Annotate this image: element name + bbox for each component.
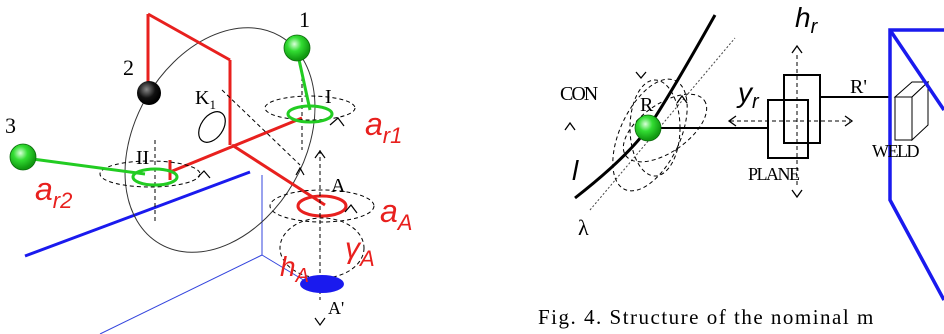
dashed-rot-R-3 [612,78,688,192]
label-y-r: yr [736,77,760,113]
green-ring-I [286,104,334,124]
label-joint-A: A [331,175,346,197]
figure-caption: Fig. 4. Structure of the nominal m [538,305,875,329]
red-ring-A [296,194,348,218]
green-ring-II [131,167,179,187]
arrow-con-1 [564,121,576,131]
arrow-con-3 [635,71,647,80]
arrow-hr-up [791,44,803,54]
label-h-r: hr [795,2,819,38]
arrow-A [344,204,358,214]
blue-weld-frame [888,28,944,301]
label-plane: PLANE [748,164,800,184]
black-ball-2 [137,81,161,105]
plane-block-upper [783,74,821,144]
dashed-rot-A [269,189,375,223]
arrow-yr-left [727,115,737,127]
label-r: R [640,94,654,116]
label-point-1: 1 [299,7,310,32]
green-ball-R [634,114,662,142]
arrow-II [197,170,211,179]
arrow-gamma [295,166,305,176]
label-joint-II: II [136,147,149,169]
lambda-dotted-line [589,37,736,211]
label-r-prime: R' [850,76,867,98]
label-a-r2: ar2 [35,171,72,213]
blue-base-line-thick [24,170,251,258]
label-point-2: 2 [123,55,134,80]
dashed-rot-I [264,95,356,121]
label-weld: WELD [872,141,919,161]
green-arm-3 [24,156,146,176]
plate-ellipse [124,27,316,253]
label-gamma-A: γA [345,232,375,271]
dashed-rot-II [99,160,201,188]
dashed-axis-k1 [221,89,301,166]
arrow-con-2 [676,94,688,104]
label-point-3: 3 [5,113,16,138]
label-joint-I: I [325,86,332,108]
label-joint-A-prime: A' [328,298,344,318]
right-structure-diagram: hr CON R R' yr PLANE WELD l λ Fig. 4. St… [538,2,944,329]
plane-block-lower-front [767,99,809,159]
left-mechanism-diagram: 1 2 3 K1 I II A A' ar1 ar2 aA γA hA [5,7,412,334]
blue-disc-A-prime [300,275,344,293]
green-ball-3 [9,143,37,171]
label-a-r1: ar1 [365,106,402,148]
weld-bead [893,80,930,142]
red-frame-diag [169,116,303,174]
label-a-A: aA [380,193,412,235]
arrow-yr-right [844,115,854,127]
blue-base-line-thin [99,254,263,334]
label-con: CON [560,83,598,105]
label-h-A: hA [280,251,309,287]
label-k1: K1 [195,87,216,112]
red-frame-top [147,12,231,62]
blue-weld-frame-diag [888,29,944,111]
red-arm-to-A [231,143,326,207]
arrow-A-up [314,149,326,159]
arrow-I [329,117,345,127]
dashed-rot-R-2 [622,93,708,163]
arrow-down [314,317,326,327]
hole-k1-ellipse [198,111,226,143]
label-l: l [572,155,579,186]
label-lambda: λ [578,215,589,240]
arrow-hr-down [791,189,803,199]
green-ball-1 [283,34,311,62]
green-arm-1 [296,54,312,111]
